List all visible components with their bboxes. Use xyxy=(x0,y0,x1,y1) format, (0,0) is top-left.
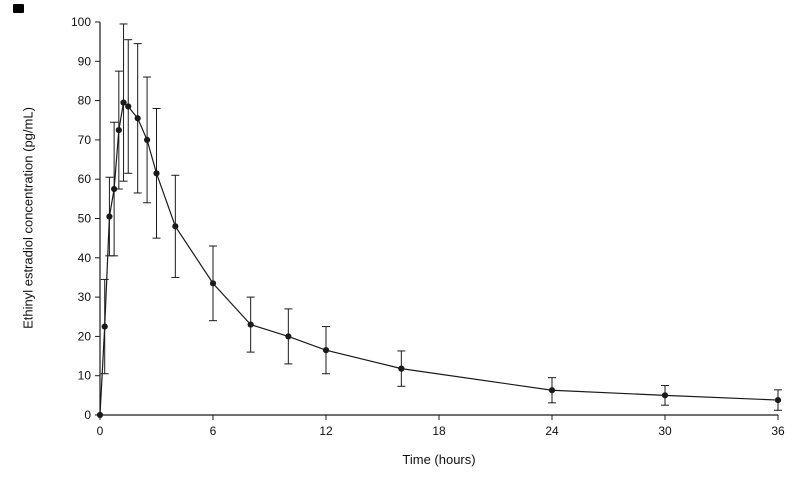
data-point-marker xyxy=(209,280,217,287)
data-point-marker xyxy=(285,333,292,340)
data-point-marker xyxy=(398,365,405,372)
y-tick-label: 40 xyxy=(78,251,92,265)
y-tick-label: 100 xyxy=(71,15,91,29)
y-tick-label: 50 xyxy=(78,212,92,226)
x-tick-label: 36 xyxy=(771,424,785,438)
data-point-marker xyxy=(115,126,122,134)
y-tick-label: 10 xyxy=(78,369,92,383)
x-tick-label: 30 xyxy=(658,424,672,438)
data-point-marker xyxy=(106,213,113,220)
y-tick-label: 80 xyxy=(78,94,92,108)
data-point-marker xyxy=(548,387,556,394)
stray-ink-mark xyxy=(13,4,24,13)
data-point-marker xyxy=(322,347,330,354)
data-point-marker xyxy=(96,411,104,419)
y-tick-label: 30 xyxy=(78,290,92,304)
x-tick-label: 12 xyxy=(319,424,333,438)
y-tick-label: 0 xyxy=(84,408,91,422)
y-tick-label: 70 xyxy=(78,133,92,147)
x-tick-label: 6 xyxy=(210,424,217,438)
x-tick-label: 0 xyxy=(97,424,104,438)
data-point-marker xyxy=(134,115,141,122)
x-tick-label: 24 xyxy=(545,424,559,438)
data-point-marker xyxy=(774,396,782,404)
data-point-marker xyxy=(101,323,108,330)
y-tick-label: 90 xyxy=(78,54,92,68)
series-line xyxy=(99,101,779,416)
data-point-marker xyxy=(172,223,179,230)
data-point-marker xyxy=(247,321,254,328)
y-tick-label: 60 xyxy=(78,172,92,186)
data-point-marker xyxy=(120,99,127,106)
data-point-marker xyxy=(125,103,132,110)
y-tick-label: 20 xyxy=(78,329,92,343)
x-axis-title: Time (hours) xyxy=(402,452,476,467)
data-point-marker xyxy=(111,185,118,193)
data-point-marker xyxy=(661,392,669,399)
data-point-marker xyxy=(153,170,160,177)
x-tick-label: 18 xyxy=(432,424,446,438)
data-point-marker xyxy=(143,136,151,143)
